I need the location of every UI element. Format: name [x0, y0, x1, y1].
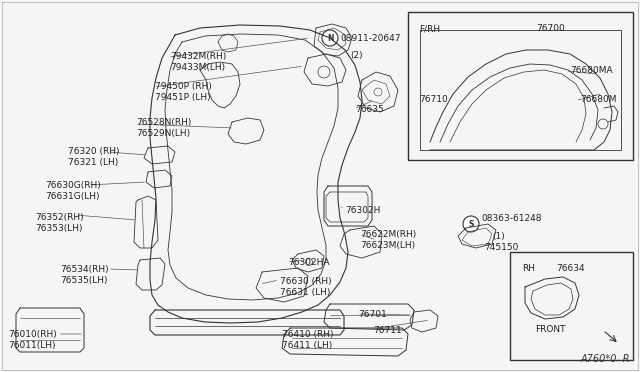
Text: 76352(RH): 76352(RH)	[35, 213, 84, 222]
Text: 08911-20647: 08911-20647	[340, 34, 401, 43]
Text: 79451P (LH): 79451P (LH)	[155, 93, 211, 102]
Text: S: S	[468, 219, 474, 228]
Text: 79450P (RH): 79450P (RH)	[155, 82, 212, 91]
Text: 76353(LH): 76353(LH)	[35, 224, 83, 233]
Bar	[420, 30, 621, 150]
Text: (1): (1)	[492, 232, 505, 241]
Text: 76680MA: 76680MA	[570, 66, 612, 75]
Text: 76320 (RH): 76320 (RH)	[68, 147, 120, 156]
Text: 76011(LH): 76011(LH)	[8, 341, 56, 350]
Text: N: N	[327, 33, 333, 42]
Text: 76411 (LH): 76411 (LH)	[282, 341, 332, 350]
Text: 745150: 745150	[484, 243, 518, 252]
Text: 76634: 76634	[556, 264, 584, 273]
Text: 79432M(RH): 79432M(RH)	[170, 52, 227, 61]
Text: 76622M(RH): 76622M(RH)	[360, 230, 416, 239]
Text: 76302H: 76302H	[345, 206, 380, 215]
Text: 76631G(LH): 76631G(LH)	[45, 192, 99, 201]
Text: 76528N(RH): 76528N(RH)	[136, 118, 191, 127]
Text: 76631 (LH): 76631 (LH)	[280, 288, 330, 297]
Text: 76630 (RH): 76630 (RH)	[280, 277, 332, 286]
Text: 76529N(LH): 76529N(LH)	[136, 129, 190, 138]
Text: (2): (2)	[350, 51, 363, 60]
Text: 76321 (LH): 76321 (LH)	[68, 158, 118, 167]
Text: 76711: 76711	[373, 326, 402, 335]
Text: 76534(RH): 76534(RH)	[60, 265, 109, 274]
Text: 76302HA: 76302HA	[288, 258, 330, 267]
Text: 76010(RH): 76010(RH)	[8, 330, 57, 339]
Text: 79433M(LH): 79433M(LH)	[170, 63, 225, 72]
Bar	[408, 12, 633, 160]
Text: 76710: 76710	[419, 95, 448, 104]
Text: 76410 (RH): 76410 (RH)	[282, 330, 333, 339]
Text: 76623M(LH): 76623M(LH)	[360, 241, 415, 250]
Text: 76680M: 76680M	[580, 95, 616, 104]
Circle shape	[463, 216, 479, 232]
Text: 76535(LH): 76535(LH)	[60, 276, 108, 285]
Text: 76700: 76700	[536, 24, 564, 33]
Text: A760*0  R: A760*0 R	[580, 354, 630, 364]
Text: FRONT: FRONT	[535, 325, 566, 334]
Text: 76701: 76701	[358, 310, 387, 319]
Text: 08363-61248: 08363-61248	[481, 214, 541, 223]
Text: 76630G(RH): 76630G(RH)	[45, 181, 100, 190]
Bar	[510, 252, 633, 360]
Text: RH: RH	[522, 264, 535, 273]
Text: F/RH: F/RH	[419, 24, 440, 33]
Text: 76635: 76635	[355, 105, 384, 114]
Circle shape	[322, 30, 338, 46]
